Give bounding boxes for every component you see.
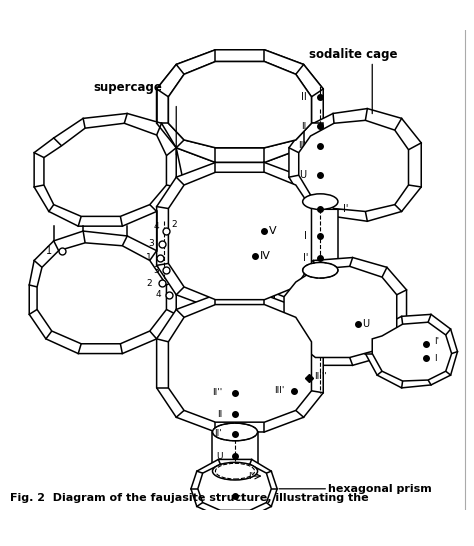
- Text: 4: 4: [154, 222, 160, 230]
- Text: 2: 2: [171, 219, 177, 229]
- Text: supercage: supercage: [93, 80, 162, 93]
- Polygon shape: [212, 432, 257, 471]
- Polygon shape: [191, 459, 277, 517]
- Ellipse shape: [303, 263, 338, 278]
- Polygon shape: [289, 109, 421, 221]
- Polygon shape: [168, 62, 311, 148]
- Text: V: V: [269, 226, 277, 236]
- Text: I: I: [240, 494, 243, 503]
- Text: U: U: [216, 452, 222, 461]
- Text: I': I': [303, 253, 309, 263]
- Text: II: II: [301, 92, 307, 102]
- Text: 1: 1: [46, 246, 52, 256]
- Polygon shape: [156, 50, 323, 163]
- Text: II: II: [301, 122, 307, 130]
- Text: III': III': [273, 387, 284, 395]
- Ellipse shape: [303, 194, 338, 210]
- Text: I': I': [343, 204, 348, 213]
- Text: III'': III'': [314, 372, 327, 381]
- Polygon shape: [37, 243, 166, 344]
- Ellipse shape: [212, 462, 257, 480]
- Polygon shape: [156, 163, 323, 310]
- Polygon shape: [198, 464, 271, 511]
- Polygon shape: [156, 50, 323, 163]
- Text: I': I': [248, 472, 253, 480]
- Text: II': II': [215, 430, 222, 438]
- Text: II: II: [217, 410, 222, 419]
- Text: I: I: [434, 354, 437, 363]
- Text: I': I': [434, 337, 439, 346]
- Text: 3: 3: [153, 266, 159, 275]
- Polygon shape: [29, 231, 176, 354]
- Polygon shape: [274, 258, 407, 365]
- Text: 2: 2: [146, 278, 152, 288]
- Polygon shape: [299, 120, 409, 211]
- Text: I: I: [304, 231, 307, 241]
- Text: 4: 4: [156, 290, 162, 299]
- Polygon shape: [168, 173, 311, 300]
- Text: II': II': [298, 141, 306, 150]
- Text: 1: 1: [146, 253, 152, 262]
- Text: IV: IV: [260, 251, 270, 260]
- Text: U: U: [363, 319, 370, 329]
- Polygon shape: [296, 148, 323, 209]
- Polygon shape: [304, 201, 338, 270]
- Polygon shape: [284, 266, 397, 358]
- Ellipse shape: [212, 423, 257, 441]
- Polygon shape: [44, 123, 166, 216]
- Polygon shape: [34, 114, 176, 226]
- Text: U: U: [300, 170, 307, 180]
- Polygon shape: [156, 295, 323, 432]
- Text: II'': II'': [212, 388, 222, 397]
- Polygon shape: [168, 305, 311, 422]
- Polygon shape: [304, 123, 323, 148]
- Text: sodalite cage: sodalite cage: [309, 48, 397, 61]
- Polygon shape: [372, 322, 452, 381]
- Polygon shape: [168, 62, 311, 148]
- Text: 3: 3: [148, 239, 154, 248]
- Text: Fig. 2  Diagram of the faujasite structure, illustrating the: Fig. 2 Diagram of the faujasite structur…: [9, 492, 368, 502]
- Text: hexagonal prism: hexagonal prism: [328, 484, 432, 494]
- Polygon shape: [156, 148, 184, 209]
- Polygon shape: [365, 314, 457, 388]
